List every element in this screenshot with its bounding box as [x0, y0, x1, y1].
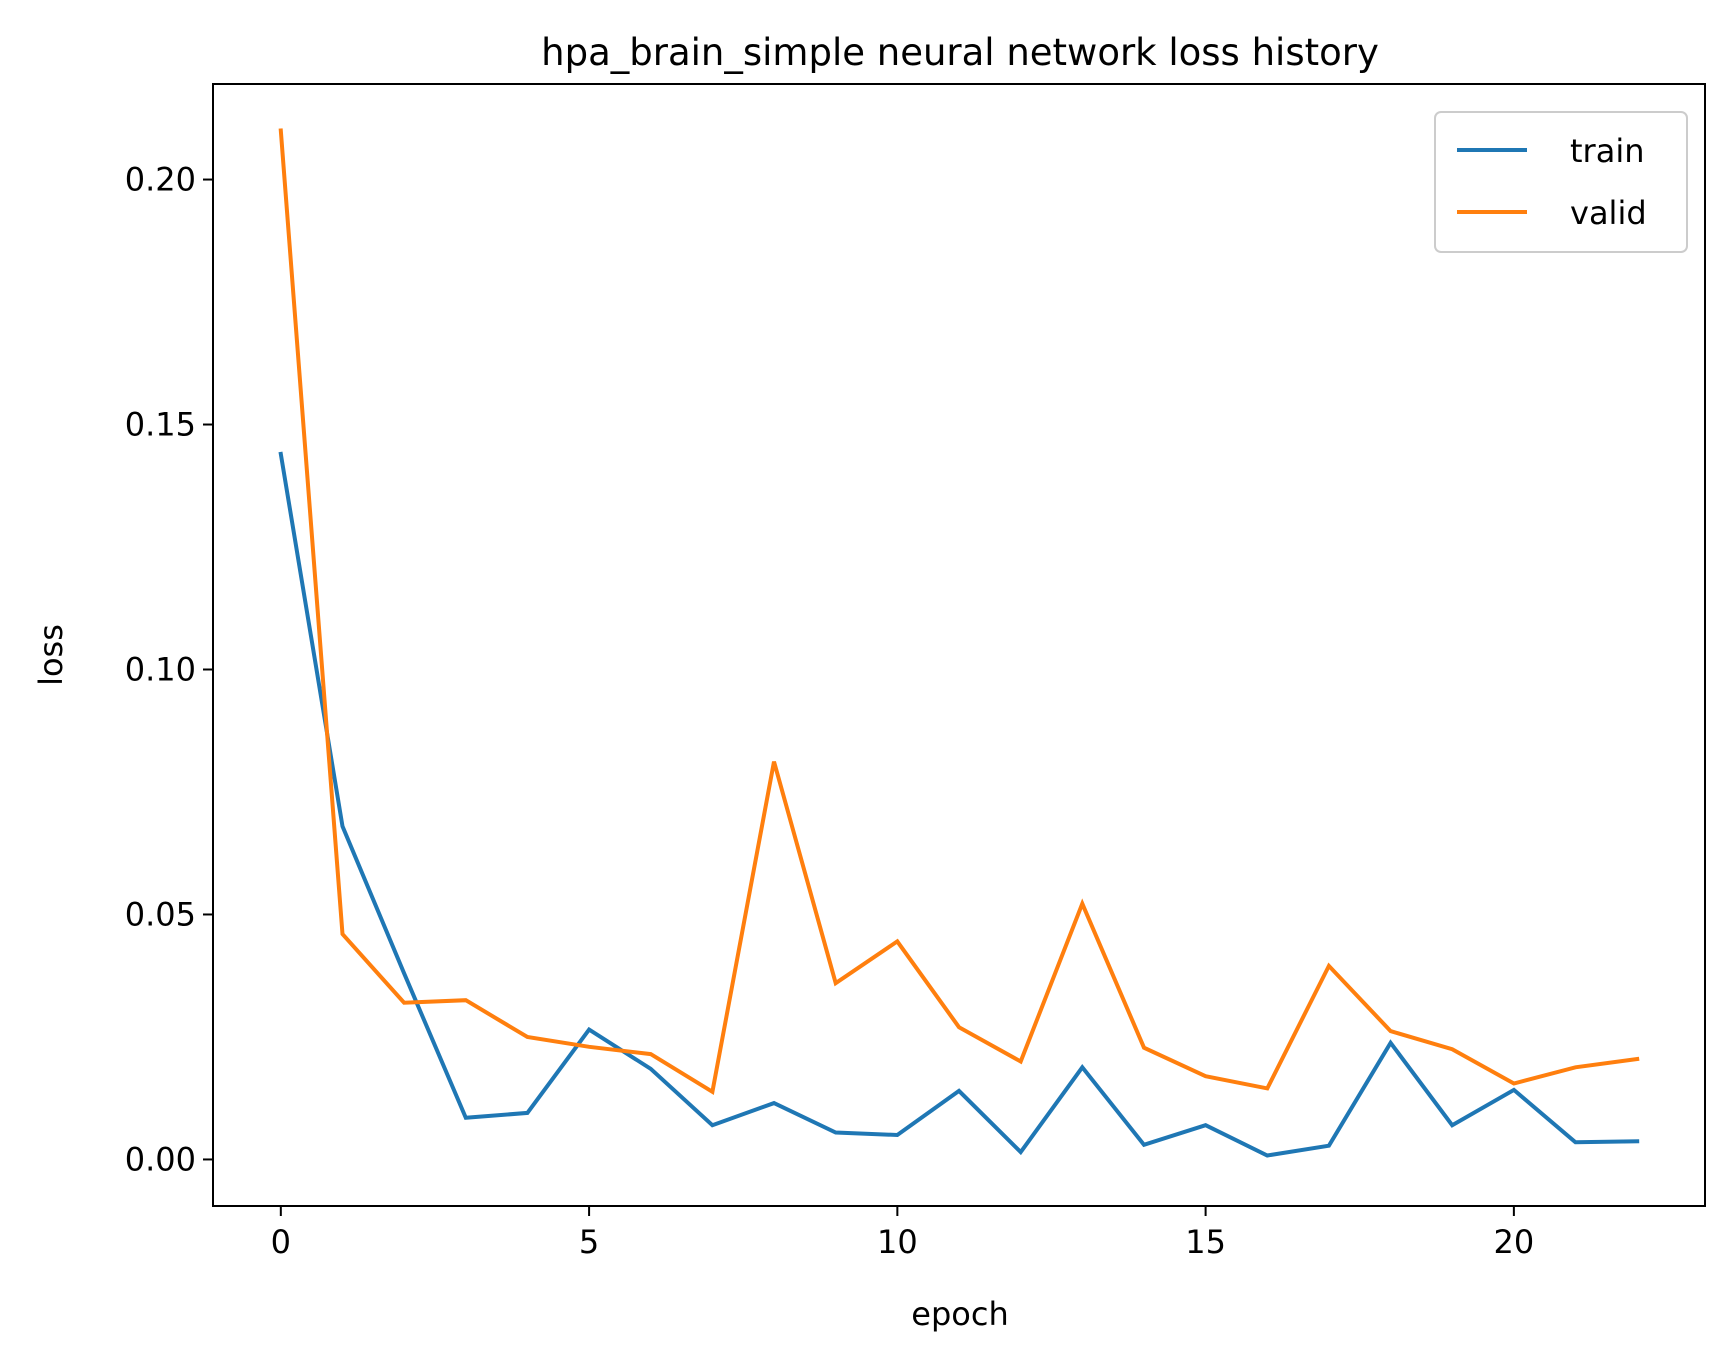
x-tick-label: 20 [1494, 1223, 1535, 1261]
series-lines [278, 128, 1640, 1158]
y-tick-label: 0.10 [125, 650, 196, 688]
y-tick-label: 0.20 [125, 161, 196, 199]
y-tick-label: 0.00 [125, 1140, 196, 1178]
x-axis-label: epoch [911, 1295, 1008, 1333]
y-tick-label: 0.05 [125, 895, 196, 933]
plot-area [213, 84, 1705, 1206]
axes: 0 5 10 15 20 0.00 0.05 0.10 0.15 0.20 [125, 83, 1706, 1261]
y-axis-label: loss [32, 624, 70, 686]
y-tick-label: 0.15 [125, 406, 196, 444]
x-tick-label: 0 [271, 1223, 291, 1261]
x-tick-label: 5 [579, 1223, 599, 1261]
axes-frame [212, 83, 1706, 1207]
legend-label-train: train [1570, 132, 1644, 170]
series-line-valid [278, 128, 1640, 1096]
chart-title: hpa_brain_simple neural network loss his… [541, 31, 1379, 74]
x-tick-label: 10 [877, 1223, 918, 1261]
series-line-train [278, 451, 1640, 1158]
legend: train valid [1434, 111, 1688, 253]
legend-box [1434, 111, 1688, 253]
x-tick-label: 15 [1185, 1223, 1226, 1261]
legend-label-valid: valid [1570, 194, 1647, 232]
plot-background [213, 84, 1705, 1206]
